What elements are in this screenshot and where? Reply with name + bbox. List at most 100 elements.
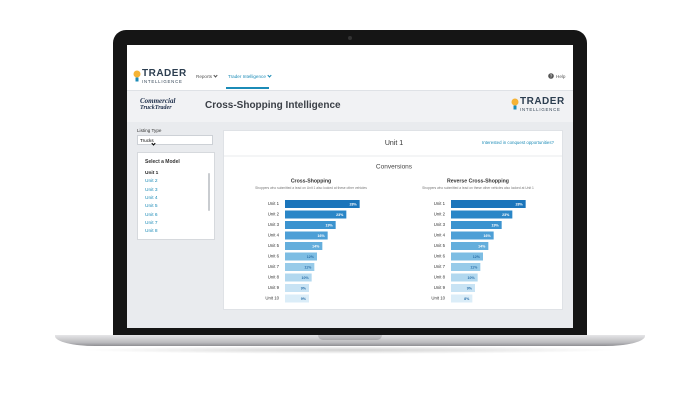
value-label: 28%	[349, 202, 357, 206]
logo-text: TRADER	[520, 96, 565, 107]
camera	[348, 36, 352, 40]
model-item[interactable]: Unit 1	[145, 171, 159, 176]
bar	[451, 200, 526, 208]
nav-item[interactable]: Reports	[196, 73, 218, 79]
model-item[interactable]: Unit 7	[145, 220, 158, 226]
listing-type-select[interactable]: Trucks	[137, 135, 213, 146]
category-label: Unit 1	[268, 201, 280, 206]
value-label: 11%	[470, 265, 478, 269]
model-heading: Select a Model	[145, 159, 180, 165]
active-underline	[226, 87, 269, 89]
model-item[interactable]: Unit 2	[145, 179, 158, 185]
model-item[interactable]: Unit 4	[145, 195, 158, 201]
bar	[285, 284, 309, 292]
bar	[451, 210, 513, 219]
category-label: Unit 10	[265, 296, 279, 301]
nav-item-label: Trader Intelligence	[228, 74, 266, 79]
nav-item-label: Reports	[196, 74, 213, 79]
logo-subtext: INTELLIGENCE	[520, 107, 561, 112]
laptop-notch	[318, 335, 382, 340]
chart-subtitle: Shoppers who submitted a lead on these o…	[422, 186, 534, 190]
bar	[285, 200, 360, 208]
category-label: Unit 2	[268, 212, 280, 217]
header-logo: TRADER INTELLIGENCE	[520, 96, 565, 113]
field-label: Listing Type	[137, 128, 162, 133]
bar	[451, 263, 481, 271]
bar	[285, 221, 336, 229]
category-label: Unit 7	[434, 264, 446, 269]
model-item[interactable]: Unit 3	[145, 187, 158, 193]
bar	[285, 263, 315, 271]
value-label: 23%	[336, 213, 344, 217]
nav-item[interactable]: Trader Intelligence	[228, 73, 272, 79]
value-label: 12%	[473, 255, 481, 259]
bar	[285, 294, 309, 303]
category-label: Unit 8	[268, 275, 280, 280]
panel-heading: Unit 1	[385, 140, 403, 147]
bar	[451, 252, 483, 261]
help-link[interactable]: Help	[556, 74, 566, 79]
chart-title: Reverse Cross-Shopping	[447, 178, 509, 184]
category-label: Unit 2	[434, 212, 446, 217]
value-label: 14%	[478, 244, 486, 248]
conversions-charts: Unit 1 Interested in conquest opportunit…	[224, 140, 562, 303]
bar	[285, 252, 317, 261]
brand-line: TruckTrader	[140, 105, 172, 111]
results-panel: Unit 1 Interested in conquest opportunit…	[223, 130, 563, 310]
value-label: 19%	[491, 223, 499, 227]
bar	[451, 231, 494, 240]
value-label: 9%	[301, 286, 307, 290]
value-label: 16%	[483, 234, 491, 238]
bar	[285, 210, 347, 219]
category-label: Unit 9	[268, 285, 280, 290]
laptop-shadow	[80, 346, 620, 354]
category-label: Unit 1	[434, 201, 446, 206]
category-label: Unit 8	[434, 275, 446, 280]
logo-icon	[133, 70, 141, 82]
chevron	[213, 73, 218, 78]
value-label: 23%	[502, 213, 510, 217]
svg-text:?: ?	[550, 73, 553, 78]
value-label: 14%	[312, 244, 320, 248]
bar	[285, 231, 328, 240]
conquest-link[interactable]: Interested in conquest opportunities?	[482, 140, 555, 145]
bar	[451, 242, 489, 250]
logo-icon	[511, 98, 519, 110]
value-label: 10%	[467, 276, 475, 280]
model-item[interactable]: Unit 8	[145, 229, 158, 235]
bar	[285, 242, 323, 250]
category-label: Unit 4	[434, 233, 446, 238]
category-label: Unit 6	[434, 254, 446, 259]
category-label: Unit 9	[434, 285, 446, 290]
help-icon: ?	[548, 73, 554, 79]
value-label: 8%	[464, 297, 470, 301]
bar	[451, 294, 473, 303]
page-header	[127, 91, 573, 122]
logo-subtext: INTELLIGENCE	[142, 79, 183, 84]
bar	[451, 221, 502, 229]
bar	[285, 273, 312, 282]
nav-logo[interactable]: TRADER INTELLIGENCE	[142, 69, 187, 85]
category-label: Unit 3	[434, 222, 446, 227]
model-item[interactable]: Unit 6	[145, 212, 158, 218]
category-label: Unit 6	[268, 254, 280, 259]
scrollbar[interactable]	[208, 173, 210, 211]
value-label: 9%	[301, 297, 307, 301]
chevron	[151, 141, 156, 146]
value-label: 9%	[467, 286, 473, 290]
bar	[451, 284, 475, 292]
value-label: 10%	[301, 276, 309, 280]
section-title: Conversions	[376, 164, 413, 171]
value-label: 28%	[515, 202, 523, 206]
model-item[interactable]: Unit 5	[145, 204, 158, 210]
screen: TRADER INTELLIGENCE Reports Trader Intel…	[127, 45, 573, 328]
category-label: Unit 10	[431, 296, 445, 301]
nav-bar: TRADER INTELLIGENCE Reports Trader Intel…	[127, 45, 573, 91]
brand-line: Commercial	[140, 97, 176, 105]
select-value: Trucks	[140, 138, 154, 143]
laptop-base	[55, 335, 645, 346]
category-label: Unit 5	[434, 243, 446, 248]
chevron	[267, 73, 272, 78]
value-label: 12%	[307, 255, 315, 259]
